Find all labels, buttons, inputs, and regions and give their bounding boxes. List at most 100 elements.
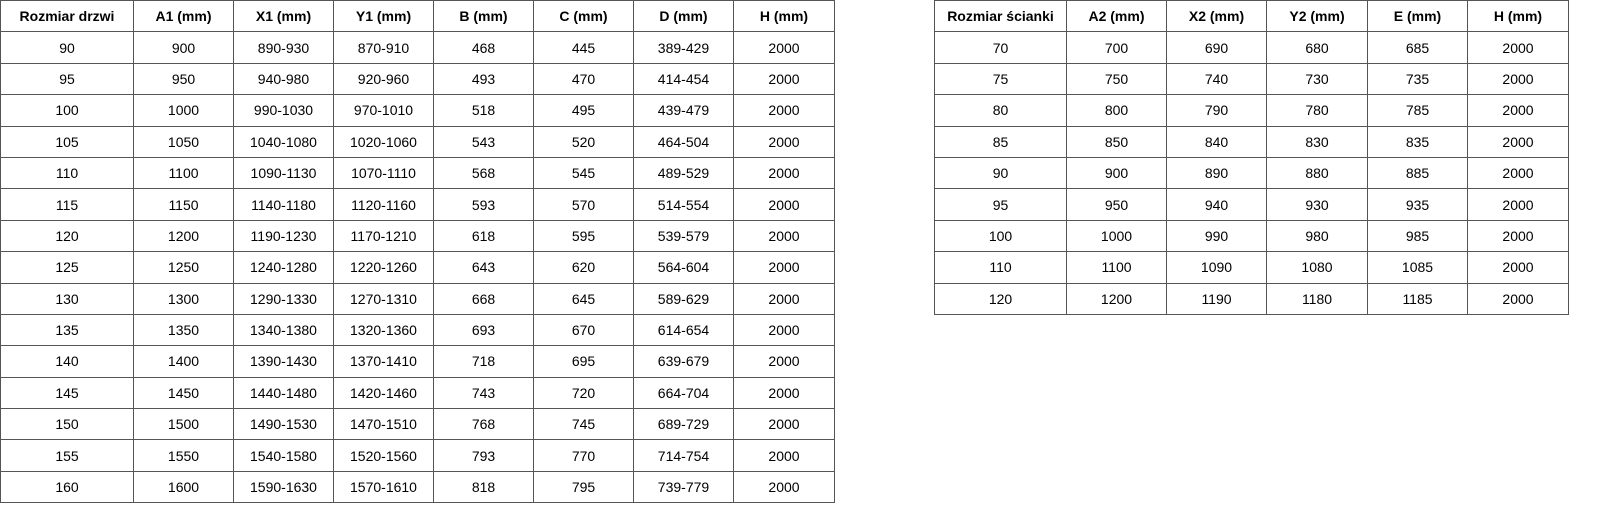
table-cell: 2000: [733, 94, 835, 127]
table-cell: 935: [1367, 188, 1468, 221]
table-cell: 2000: [733, 282, 835, 315]
column-header: H (mm): [1467, 0, 1569, 33]
table-cell: 880: [1266, 156, 1368, 190]
table-cell: 155: [0, 439, 134, 472]
table-cell: 495: [533, 94, 634, 127]
table-cell: 1540-1580: [233, 439, 334, 472]
table-cell: 830: [1266, 125, 1368, 158]
table-cell: 568: [433, 156, 534, 190]
column-header: A1 (mm): [133, 0, 234, 33]
table-cell: 743: [433, 376, 534, 410]
table-cell: 768: [433, 408, 534, 441]
table-cell: 145: [0, 376, 134, 410]
table-cell: 950: [133, 62, 234, 96]
table-cell: 1200: [1066, 282, 1167, 315]
table-cell: 2000: [733, 219, 835, 253]
table-cell: 2000: [1467, 251, 1569, 284]
table-cell: 714-754: [633, 439, 734, 472]
table-cell: 120: [0, 219, 134, 253]
table-row: 110 1100 1090-1130 1070-1110 568 545 489-529 20…: [0, 156, 835, 190]
table-cell: 900: [133, 31, 234, 64]
column-header: Y1 (mm): [333, 0, 434, 33]
table-cell: 2000: [1467, 219, 1569, 253]
table-cell: 693: [433, 313, 534, 347]
table-cell: 543: [433, 125, 534, 158]
table-cell: 160: [0, 470, 134, 504]
table-cell: 2000: [1467, 156, 1569, 190]
table-cell: 690: [1166, 31, 1267, 64]
table-cell: 920-960: [333, 62, 434, 96]
table-cell: 720: [533, 376, 634, 410]
table-cell: 468: [433, 31, 534, 64]
table-cell: 740: [1166, 62, 1267, 96]
table-cell: 2000: [733, 470, 835, 504]
table-cell: 790: [1166, 94, 1267, 127]
table-row: 110 1100 1090 1080 1085 2000: [934, 251, 1569, 284]
table-row: 130 1300 1290-1330 1270-1310 668 645 589-629 20…: [0, 282, 835, 315]
column-header: E (mm): [1367, 0, 1468, 33]
column-header: H (mm): [733, 0, 835, 33]
table-cell: 670: [533, 313, 634, 347]
table-cell: 90: [0, 31, 134, 64]
table-cell: 1150: [133, 188, 234, 221]
table-cell: 470: [533, 62, 634, 96]
column-header: Y2 (mm): [1266, 0, 1368, 33]
table-cell: 818: [433, 470, 534, 504]
table-cell: 664-704: [633, 376, 734, 410]
table-cell: 2000: [733, 345, 835, 378]
table-cell: 735: [1367, 62, 1468, 96]
table-cell: 639-679: [633, 345, 734, 378]
table-cell: 545: [533, 156, 634, 190]
table-cell: 439-479: [633, 94, 734, 127]
table-cell: 125: [0, 251, 134, 284]
table-cell: 840: [1166, 125, 1267, 158]
table-row: 80 800 790 780 785 2000: [934, 94, 1569, 127]
table-row: 125 1250 1240-1280 1220-1260 643 620 564-604 20…: [0, 251, 835, 284]
table-cell: 520: [533, 125, 634, 158]
table-cell: 1050: [133, 125, 234, 158]
table-cell: 2000: [1467, 31, 1569, 64]
table-cell: 1400: [133, 345, 234, 378]
table-cell: 2000: [733, 62, 835, 96]
wall-size-table: Rozmiar ścianki A2 (mm) X2 (mm) Y2 (mm) E (m…: [934, 0, 1569, 315]
table-row: 140 1400 1390-1430 1370-1410 718 695 639-679 20…: [0, 345, 835, 378]
table-row: 100 1000 990-1030 970-1010 518 495 439-479 2000: [0, 94, 835, 127]
table-cell: 100: [934, 219, 1067, 253]
table-cell: 2000: [1467, 125, 1569, 158]
table-cell: 493: [433, 62, 534, 96]
table-row: 105 1050 1040-1080 1020-1060 543 520 464-504 20…: [0, 125, 835, 158]
table-cell: 689-729: [633, 408, 734, 441]
table-cell: 1520-1560: [333, 439, 434, 472]
table-row: 90 900 890 880 885 2000: [934, 156, 1569, 190]
table-cell: 1350: [133, 313, 234, 347]
table-cell: 1080: [1266, 251, 1368, 284]
table-cell: 2000: [733, 31, 835, 64]
table-cell: 2000: [733, 439, 835, 472]
table-cell: 1180: [1266, 282, 1368, 315]
table-cell: 2000: [733, 156, 835, 190]
table-row: 95 950 940 930 935 2000: [934, 188, 1569, 221]
table-cell: 140: [0, 345, 134, 378]
table-cell: 1170-1210: [333, 219, 434, 253]
table-cell: 1550: [133, 439, 234, 472]
column-header: X1 (mm): [233, 0, 334, 33]
table-cell: 970-1010: [333, 94, 434, 127]
table-cell: 835: [1367, 125, 1468, 158]
table-cell: 2000: [733, 188, 835, 221]
column-header: Rozmiar drzwi: [0, 0, 134, 33]
table-cell: 1100: [1066, 251, 1167, 284]
table-cell: 150: [0, 408, 134, 441]
table-row: 85 850 840 830 835 2000: [934, 125, 1569, 158]
table-cell: 885: [1367, 156, 1468, 190]
table-cell: 2000: [1467, 188, 1569, 221]
table-cell: 1440-1480: [233, 376, 334, 410]
table-cell: 1140-1180: [233, 188, 334, 221]
table-cell: 518: [433, 94, 534, 127]
table-cell: 990-1030: [233, 94, 334, 127]
table-cell: 685: [1367, 31, 1468, 64]
table-cell: 105: [0, 125, 134, 158]
column-header: B (mm): [433, 0, 534, 33]
table-cell: 120: [934, 282, 1067, 315]
table-cell: 870-910: [333, 31, 434, 64]
table-cell: 1390-1430: [233, 345, 334, 378]
